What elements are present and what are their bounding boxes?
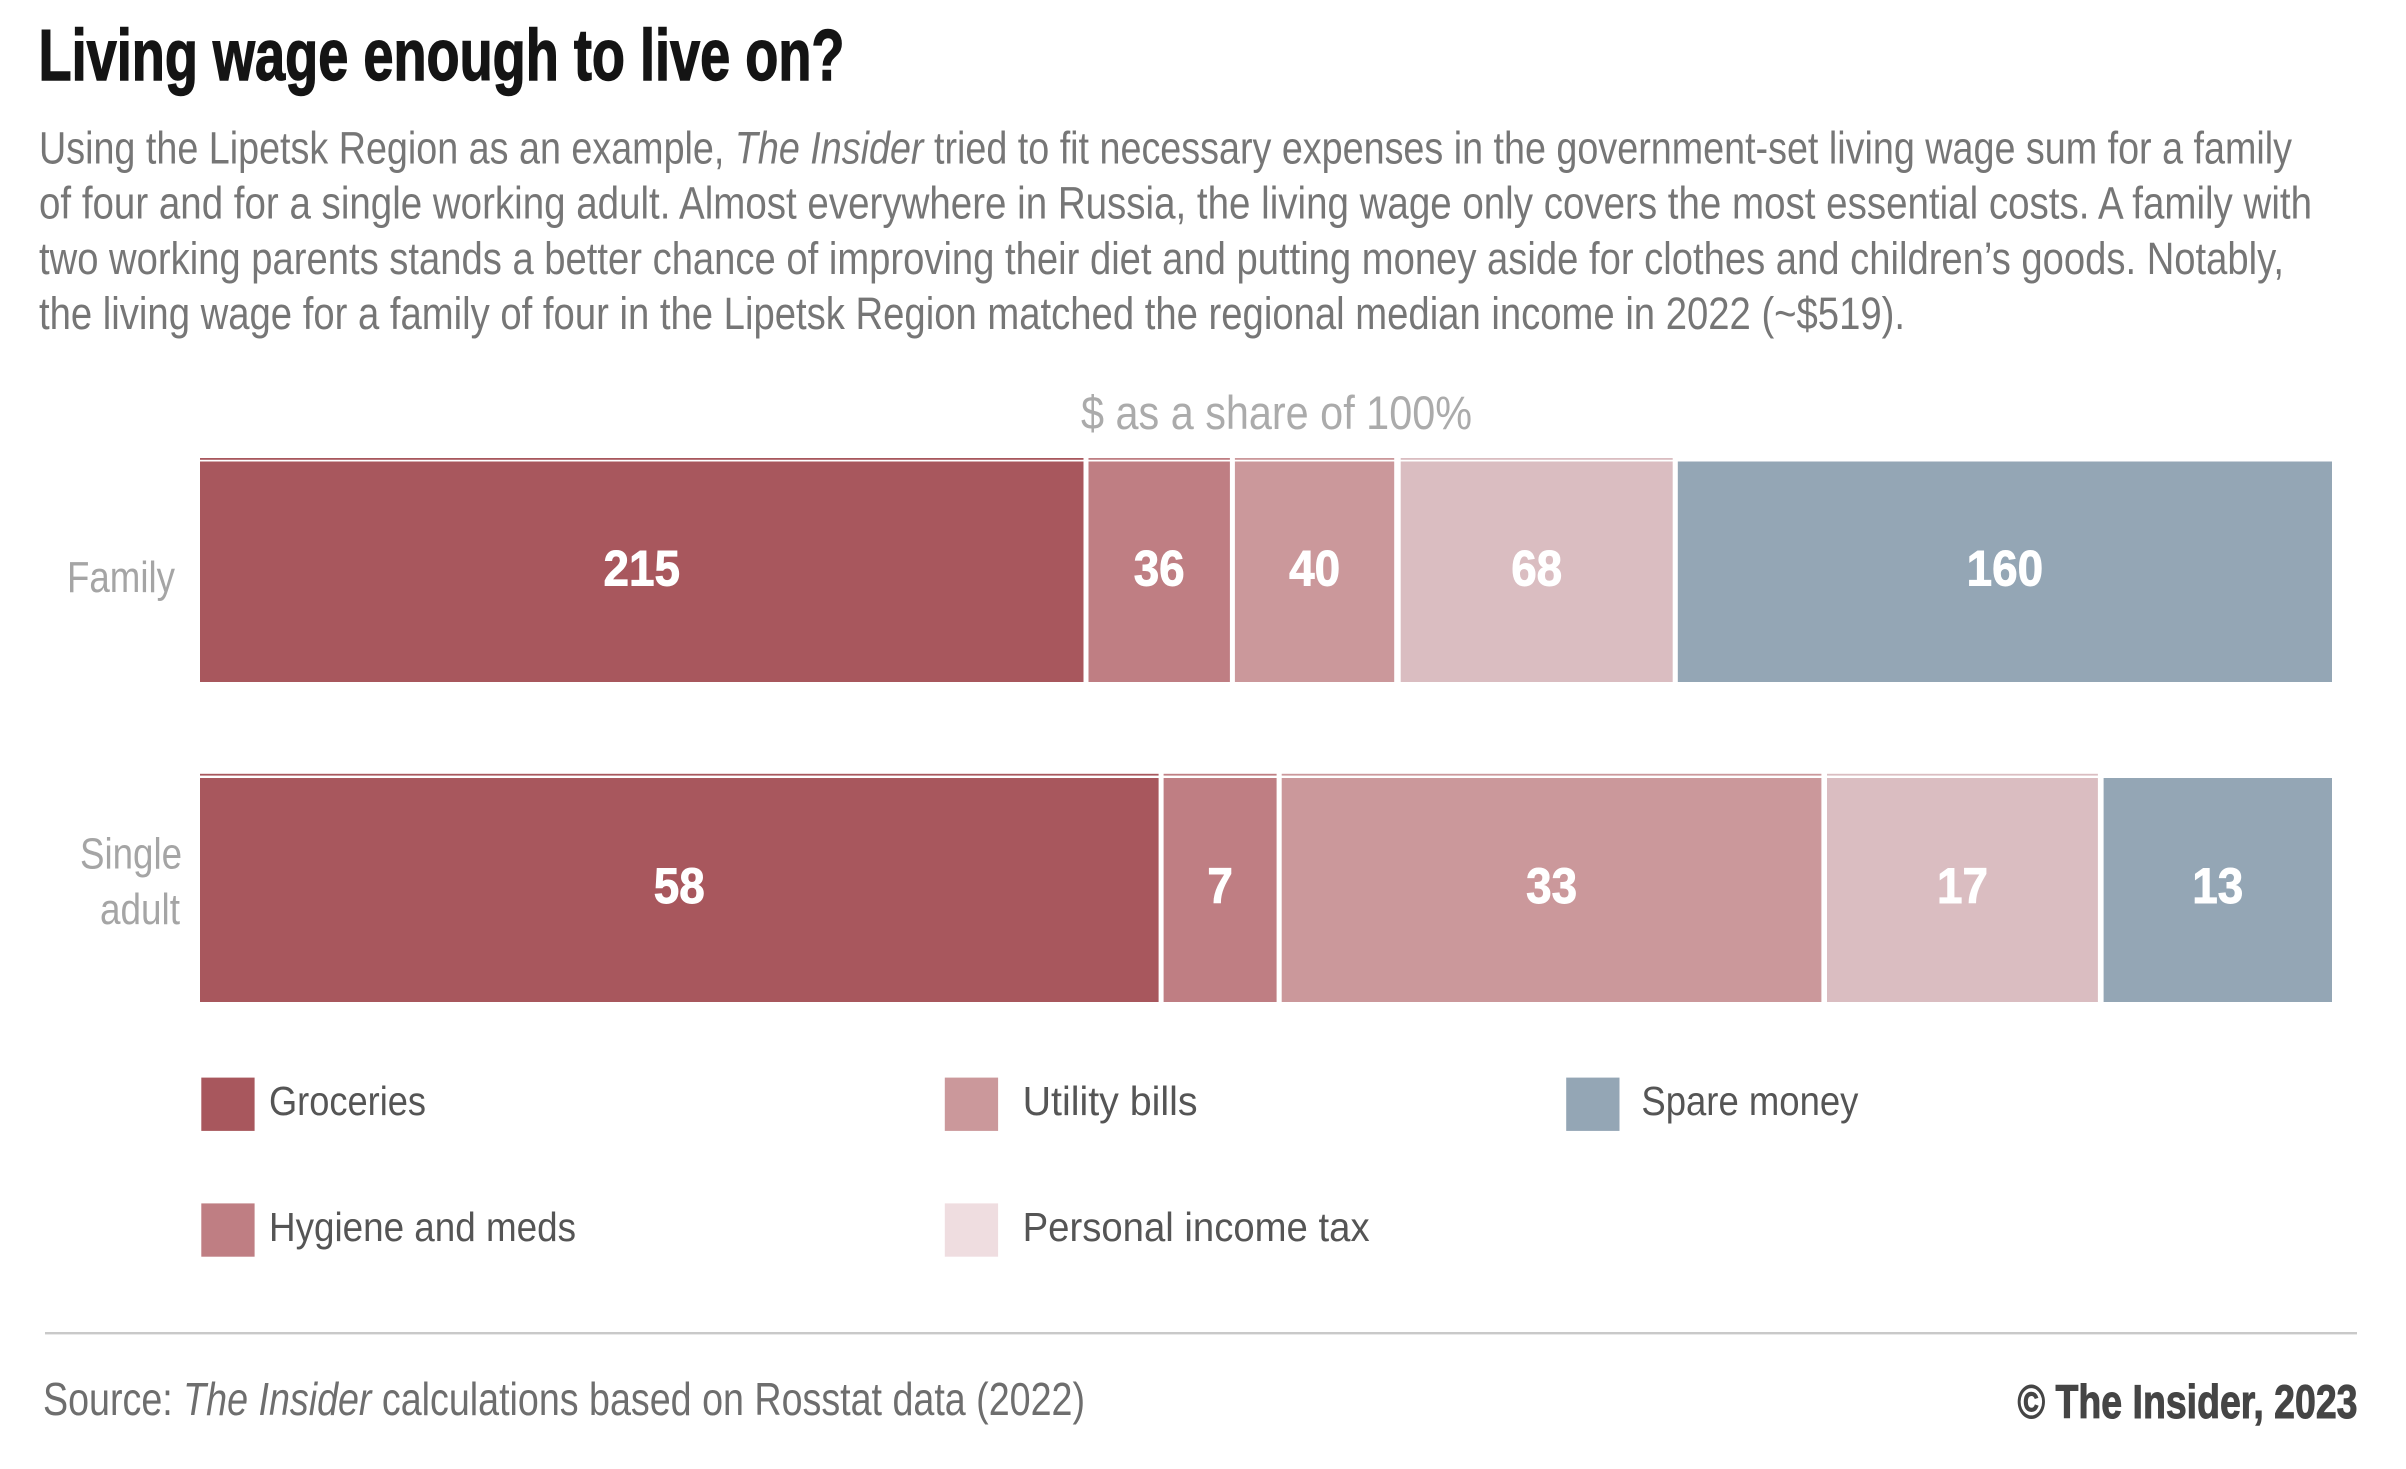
svg-text:40: 40 — [1289, 541, 1340, 597]
svg-text:160: 160 — [1967, 541, 2044, 597]
svg-text:Hygiene and meds: Hygiene and meds — [269, 1204, 576, 1250]
svg-text:7: 7 — [1207, 858, 1233, 914]
svg-text:58: 58 — [654, 858, 705, 914]
svg-text:Using the Lipetsk Region as an: Using the Lipetsk Region as an example, … — [39, 122, 2292, 173]
svg-text:13: 13 — [2192, 858, 2243, 914]
svg-text:68: 68 — [1511, 541, 1562, 597]
svg-text:Living wage enough to live on?: Living wage enough to live on? — [39, 16, 845, 96]
svg-text:$ as a share of 100%: $ as a share of 100% — [1081, 386, 1472, 439]
svg-text:Source: The Insider calculatio: Source: The Insider calculations based o… — [43, 1373, 1085, 1425]
svg-text:Spare money: Spare money — [1641, 1078, 1858, 1124]
svg-text:Utility bills: Utility bills — [1023, 1078, 1198, 1124]
svg-text:© The Insider, 2023: © The Insider, 2023 — [2018, 1375, 2358, 1428]
svg-text:two working parents stands a b: two working parents stands a better chan… — [39, 233, 2284, 284]
svg-text:17: 17 — [1937, 858, 1988, 914]
svg-text:215: 215 — [604, 541, 681, 597]
svg-text:of four and for a single worki: of four and for a single working adult. … — [39, 178, 2312, 229]
svg-text:Groceries: Groceries — [269, 1078, 426, 1124]
svg-text:the living wage for a family o: the living wage for a family of four in … — [39, 288, 1905, 339]
svg-text:36: 36 — [1134, 541, 1185, 597]
svg-text:Family: Family — [67, 553, 175, 602]
svg-text:Single: Single — [80, 830, 182, 879]
svg-text:adult: adult — [100, 885, 180, 934]
svg-text:33: 33 — [1526, 858, 1577, 914]
svg-text:Personal income tax: Personal income tax — [1023, 1204, 1370, 1250]
